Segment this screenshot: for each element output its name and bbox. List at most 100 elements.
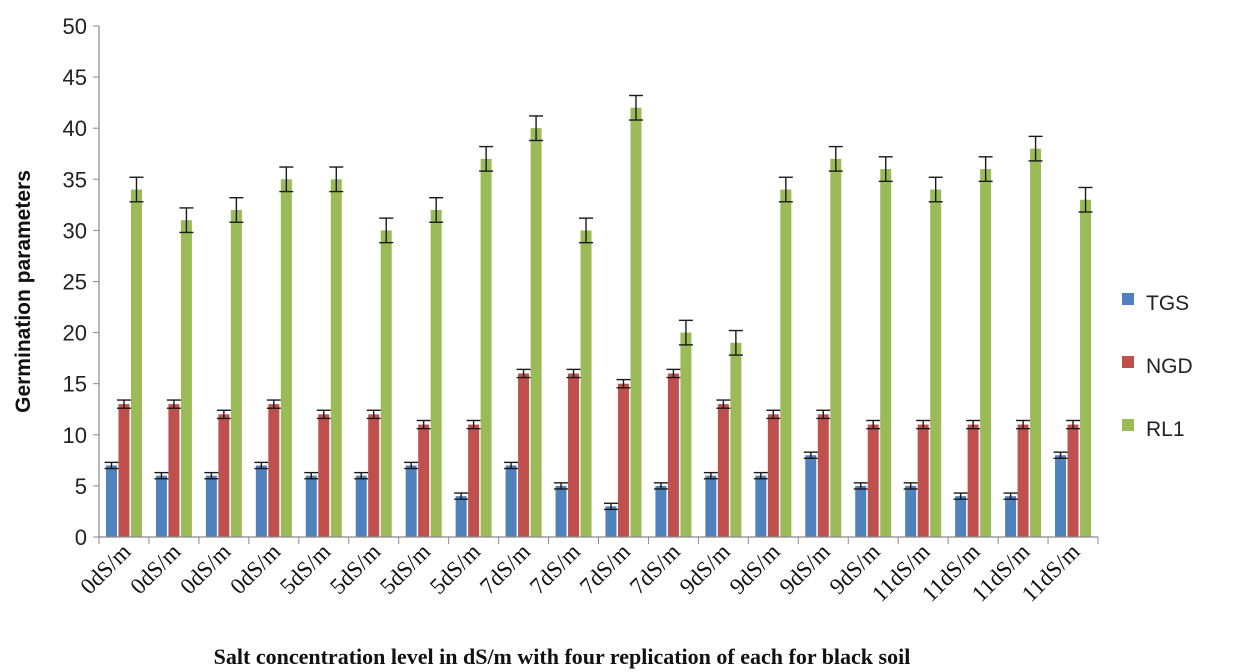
bar-rl1 (230, 209, 242, 537)
bar-rl1 (1080, 199, 1092, 538)
bar-rl1 (680, 332, 692, 537)
bar-rl1 (930, 189, 942, 537)
y-tick-label: 10 (63, 423, 87, 448)
y-axis-title: Germination parameters (12, 170, 35, 413)
bar-rl1 (180, 220, 192, 537)
x-axis-ticks: 0dS/m0dS/m0dS/m0dS/m5dS/m5dS/m5dS/m5dS/m… (75, 537, 1099, 607)
error-bar (516, 368, 531, 379)
legend-label-ngd: NGD (1146, 355, 1193, 378)
error-bar (666, 368, 681, 379)
y-tick-label: 20 (63, 321, 87, 346)
error-bar (529, 115, 544, 142)
bar-rl1 (780, 189, 792, 537)
error-bar (279, 166, 294, 193)
error-bar (304, 471, 319, 480)
error-bar (466, 419, 481, 430)
bar-tgs (305, 475, 317, 537)
bar-tgs (705, 475, 717, 537)
error-bar (379, 217, 394, 244)
legend-swatch-tgs (1122, 293, 1134, 305)
error-bar (429, 196, 444, 223)
error-bar (1003, 492, 1018, 500)
error-bar (628, 94, 643, 121)
x-tick-label: 7dS/m (525, 539, 585, 599)
error-bar (928, 176, 943, 203)
bar-ngd (568, 373, 580, 537)
error-bar (1016, 419, 1031, 430)
error-bar (104, 461, 119, 470)
bar-ngd (368, 414, 380, 537)
y-tick-label: 35 (63, 167, 87, 192)
bar-ngd (518, 373, 530, 537)
error-bar (1053, 451, 1068, 460)
bar-ngd (468, 424, 480, 537)
error-bar (116, 399, 131, 409)
error-bar (716, 399, 731, 409)
error-bar (866, 419, 881, 430)
error-bar (703, 471, 718, 480)
error-bar (254, 461, 269, 470)
x-tick-label: 0dS/m (125, 539, 185, 599)
bar-tgs (805, 455, 817, 537)
x-tick-label: 11dS/m (1017, 539, 1085, 607)
error-bar (828, 145, 843, 172)
error-bar (129, 176, 144, 203)
error-bar (816, 409, 831, 420)
error-bar (903, 482, 918, 490)
chart-bars (104, 94, 1093, 538)
bar-tgs (755, 475, 767, 537)
bar-ngd (168, 404, 180, 537)
bar-rl1 (380, 230, 392, 537)
bar-tgs (1005, 496, 1017, 537)
bar-tgs (955, 496, 967, 537)
bar-ngd (1067, 424, 1079, 537)
x-tick-label: 9dS/m (675, 539, 735, 599)
error-bar (179, 207, 194, 234)
error-bar (978, 156, 993, 183)
error-bar (454, 492, 469, 500)
error-bar (216, 409, 231, 420)
y-tick-label: 50 (63, 14, 87, 39)
error-bar (566, 368, 581, 379)
bar-rl1 (530, 128, 542, 537)
bar-rl1 (480, 158, 492, 538)
error-bar (853, 482, 868, 490)
chart-legend: TGS NGD RL1 (1122, 292, 1193, 441)
y-tick-label: 0 (75, 525, 87, 550)
error-bar (916, 419, 931, 430)
x-tick-label: 9dS/m (775, 539, 835, 599)
error-bar (329, 166, 344, 193)
error-bar (229, 196, 244, 223)
bar-tgs (455, 496, 467, 537)
error-bar (404, 461, 419, 470)
y-tick-label: 45 (63, 65, 87, 90)
bar-rl1 (980, 169, 992, 537)
bar-tgs (505, 465, 517, 537)
bar-rl1 (880, 169, 892, 537)
bar-tgs (1055, 455, 1067, 537)
x-tick-label: 0dS/m (175, 539, 235, 599)
error-bar (354, 471, 369, 480)
x-tick-label: 9dS/m (725, 539, 785, 599)
error-bar (678, 319, 693, 346)
bar-ngd (1017, 424, 1029, 537)
y-tick-label: 15 (63, 372, 87, 397)
bar-tgs (105, 465, 117, 537)
bar-ngd (268, 404, 280, 537)
chart-axes (98, 26, 1098, 538)
x-tick-label: 7dS/m (625, 539, 685, 599)
bar-ngd (867, 424, 879, 537)
error-bar (953, 492, 968, 500)
error-bar (1028, 135, 1043, 162)
bar-ngd (767, 414, 779, 537)
error-bar (616, 378, 631, 389)
x-tick-label: 5dS/m (325, 539, 385, 599)
y-tick-label: 25 (63, 270, 87, 295)
bar-rl1 (130, 189, 142, 537)
x-tick-label: 7dS/m (475, 539, 535, 599)
bar-ngd (418, 424, 430, 537)
bar-rl1 (330, 179, 342, 538)
x-tick-label: 0dS/m (225, 539, 285, 599)
bar-tgs (905, 485, 917, 537)
